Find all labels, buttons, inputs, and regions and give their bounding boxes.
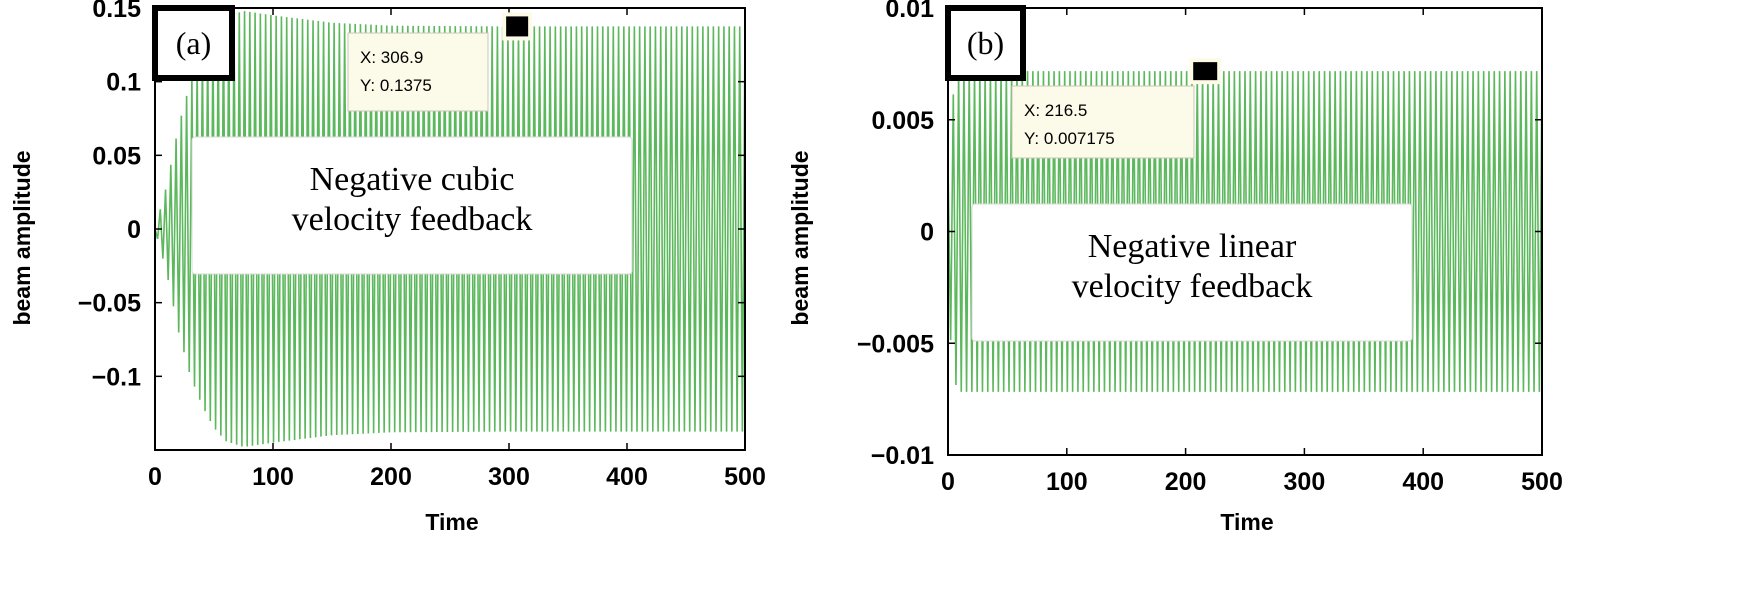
x-axis-title: Time [1220,509,1273,535]
x-axis-title: Time [425,509,478,535]
series-line [155,11,745,447]
y-axis-title: beam amplitude [787,150,813,325]
datatip-y-text: Y: 0.1375 [360,76,432,95]
x-tick-label: 500 [1521,468,1563,496]
annotation-text: Negative linear [1088,228,1297,265]
y-tick-label: 0.1 [106,69,141,97]
annotation-box [971,203,1413,342]
x-tick-label: 100 [1046,468,1088,496]
y-tick-label: 0.15 [92,0,141,23]
y-tick-label: −0.005 [857,330,934,358]
datatip-marker[interactable] [506,16,529,37]
panel-tag-label: (a) [176,25,212,61]
x-tick-label: 400 [1402,468,1444,496]
y-tick-label: 0 [920,219,934,247]
x-tick-label: 200 [370,463,412,491]
x-tick-label: 0 [941,468,955,496]
datatip-y-text: Y: 0.007175 [1024,129,1115,148]
datatip-x-text: X: 306.9 [360,48,423,67]
y-tick-label: −0.01 [871,442,934,470]
x-tick-label: 100 [252,463,294,491]
datatip-x-text: X: 216.5 [1024,101,1087,120]
chart-panel-b: 0 100 200 300 400 500 0.01 0.005 0 −0.005 −0.01 bea… [787,0,1563,535]
x-tick-label: 300 [488,463,530,491]
datatip-box [1011,85,1195,159]
annotation-text: velocity feedback [1072,268,1313,305]
x-tick-label: 300 [1284,468,1326,496]
panel-tag-box [945,5,1026,81]
datatip-marker[interactable] [1193,62,1218,81]
x-tick-label: 400 [606,463,648,491]
annotation-text: velocity feedback [292,201,533,238]
y-tick-label: −0.05 [78,290,141,318]
x-tick-label: 200 [1165,468,1207,496]
x-tick-label: 0 [148,463,162,491]
annotation-box [191,136,633,275]
x-tick-label: 500 [724,463,766,491]
chart-panel-a: 0 100 200 300 400 500 0.15 0.1 0.05 0 −0.05 −0.1 bea… [9,0,766,535]
y-axis-title: beam amplitude [9,150,35,325]
datatip-box [347,32,489,112]
y-tick-label: 0.005 [871,107,934,135]
panel-tag-label: (b) [967,25,1004,61]
y-tick-label: −0.1 [92,363,141,391]
panel-tag-box [152,5,235,81]
y-tick-label: 0 [127,216,141,244]
y-tick-label: 0.01 [885,0,934,23]
annotation-text: Negative cubic [310,161,515,198]
y-tick-label: 0.05 [92,142,141,170]
